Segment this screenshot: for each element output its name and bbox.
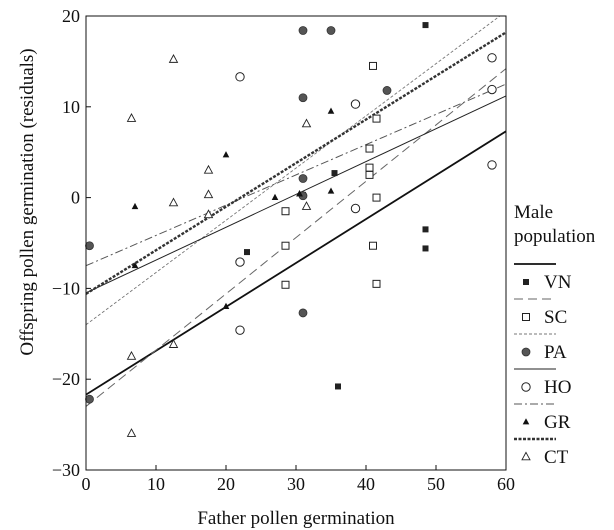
y-axis-label: Offspring pollen germination (residuals) [17,48,38,355]
data-point-ct [126,113,137,122]
data-point-pa [326,26,336,35]
data-point-sc [365,163,374,172]
legend-title-line: Male [514,202,553,223]
data-point-ho [350,203,361,214]
data-point-ho [235,325,245,335]
plot-area [85,16,506,437]
data-point-pa [298,174,308,183]
data-point-gr [327,107,335,114]
data-point-ct [168,54,179,63]
data-point-sc [281,207,290,216]
data-point-gr [327,187,335,194]
data-point-ct [301,118,312,128]
data-point-vn [335,383,341,390]
data-point-vn [422,226,429,233]
data-point-sc [369,61,377,70]
y-tick-label: −20 [52,369,80,389]
fit-line-ho [86,95,506,294]
legend-label-vn: VN [544,272,572,293]
axes: 0 10 20 30 40 50 60 −30 −20 −10 0 10 20 [52,6,515,494]
data-point-ho [235,72,245,82]
y-tick-label: −30 [52,460,80,480]
x-axis-label: Father pollen germination [197,508,395,529]
data-point-pa [85,241,94,251]
fit-line-pa [86,16,501,326]
legend-label-sc: SC [544,307,567,328]
legend-label-ct: CT [544,447,569,468]
series-ho [235,53,497,335]
fit-line-sc [86,68,506,407]
data-point-ct [203,189,214,199]
legend-title: Male population [514,202,596,247]
legend-marker-pa [521,347,531,357]
data-point-ct [126,350,137,360]
x-tick-label: 40 [357,474,375,494]
data-point-gr [222,151,230,158]
data-point-sc [372,114,381,123]
x-tick-label: 20 [217,474,235,494]
data-point-ho [487,84,497,95]
legend-label-ho: HO [544,377,571,398]
data-point-gr [131,261,139,269]
legend-marker-vn [523,279,529,285]
x-tick-label: 30 [287,474,305,494]
legend-marker-ho [521,382,531,392]
data-point-pa [298,308,308,318]
data-point-ct [168,339,179,348]
fit-lines [86,16,506,407]
x-tick-label: 0 [82,474,91,494]
data-point-ct [301,201,312,210]
data-point-vn [422,245,429,252]
series-sc [281,61,381,289]
fit-line-ct [86,31,506,295]
y-tick-label: 0 [71,188,80,208]
data-point-vn [331,170,338,177]
series-pa [85,26,392,404]
x-tick-label: 60 [497,474,515,494]
legend-label-pa: PA [544,342,567,363]
y-tick-label: −10 [52,278,80,298]
legend-title-line: population [514,226,596,247]
data-point-vn [244,249,250,256]
series-gr [131,107,335,309]
data-point-sc [372,279,381,288]
data-point-pa [298,93,308,103]
data-point-pa [382,86,392,95]
data-point-gr [271,193,279,200]
legend-label-gr: GR [544,412,571,433]
data-point-vn [422,22,429,29]
data-point-ct [168,197,179,207]
x-tick-label: 10 [147,474,165,494]
data-point-sc [365,170,374,179]
legend-marker-gr [522,418,530,425]
data-point-ho [487,53,497,63]
data-point-ct [203,164,214,174]
fit-line-gr [86,83,506,267]
x-tick-label: 50 [427,474,445,494]
data-point-sc [369,241,377,250]
data-point-pa [298,26,308,35]
plot-frame [85,15,507,471]
data-point-sc [372,193,381,202]
data-point-sc [365,144,374,153]
legend-marker-ct [521,451,531,461]
data-point-ho [350,99,361,109]
data-point-sc [281,241,290,250]
y-tick-label: 10 [62,97,80,117]
data-point-ho [235,257,245,267]
data-point-gr [296,190,303,197]
data-point-ho [487,160,497,170]
data-point-gr [131,202,139,210]
data-point-ct [203,209,214,219]
series-ct [126,54,312,437]
legend-marker-sc [522,313,530,321]
data-point-pa [85,394,94,404]
data-point-ct [126,428,137,437]
legend: Male population VN SC PA HO GR CT [514,202,596,468]
data-point-sc [281,280,290,289]
data-point-gr [222,302,230,309]
y-tick-label: 20 [62,6,80,26]
